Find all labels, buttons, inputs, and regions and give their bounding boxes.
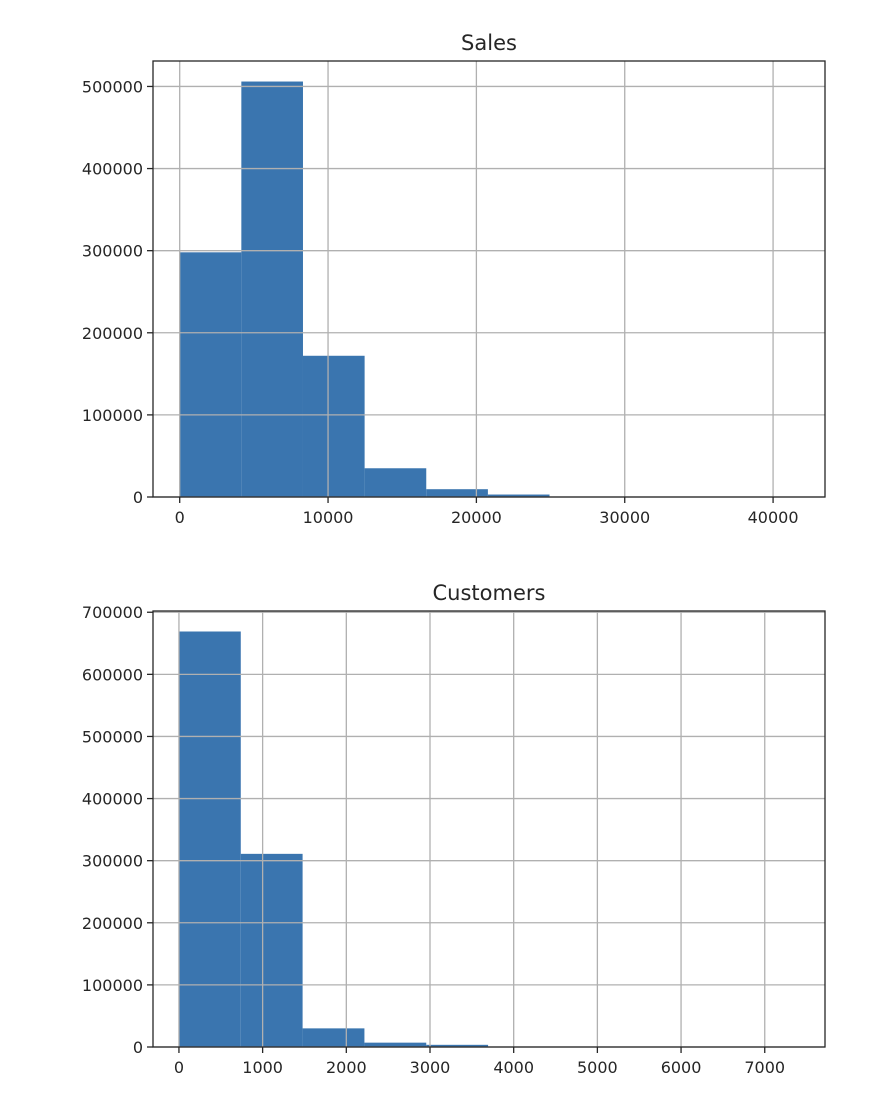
sales-bar-0 [179, 252, 242, 497]
customers-y-tick-label-2: 200000 [82, 914, 143, 933]
sales-y-tick-label-3: 300000 [82, 242, 143, 261]
customers-y-tick-label-0: 0 [133, 1038, 143, 1057]
customers-bar-4 [426, 1044, 489, 1047]
customers-histogram: 0 1000 2000 3000 4000 5000 6000 7000 0 100000 2000… [82, 581, 826, 1077]
customers-bar-0 [178, 631, 241, 1047]
sales-bar-2 [302, 355, 365, 497]
sales-y-axis: 0 100000 200000 300000 400000 500000 [82, 77, 153, 507]
sales-bar-1 [241, 81, 303, 497]
customers-y-axis: 0 100000 200000 300000 400000 500000 600000 700… [82, 603, 153, 1057]
customers-bar-1 [240, 853, 303, 1047]
sales-bar-4 [426, 489, 488, 497]
customers-bars [178, 631, 798, 1047]
sales-x-axis: 0 10000 20000 30000 40000 [175, 497, 799, 527]
customers-y-tick-label-1: 100000 [82, 976, 143, 995]
sales-y-tick-label-5: 500000 [82, 77, 143, 96]
customers-x-tick-label-4: 4000 [493, 1058, 534, 1077]
sales-x-tick-label-3: 30000 [599, 508, 650, 527]
sales-y-tick-label-4: 400000 [82, 160, 143, 179]
sales-bar-5 [487, 494, 550, 497]
customers-x-tick-label-6: 6000 [661, 1058, 702, 1077]
customers-y-tick-label-6: 600000 [82, 665, 143, 684]
customers-x-tick-label-0: 0 [174, 1058, 184, 1077]
customers-y-tick-label-5: 500000 [82, 727, 143, 746]
sales-y-tick-label-1: 100000 [82, 406, 143, 425]
sales-x-tick-label-2: 20000 [451, 508, 502, 527]
sales-bar-3 [364, 468, 427, 497]
customers-axes-frame [152, 610, 826, 1048]
sales-histogram: 0 10000 20000 30000 400000100000200000300000… [82, 31, 826, 527]
customers-y-tick-label-7: 700000 [82, 603, 143, 622]
sales-chart-title: Sales [461, 31, 517, 55]
sales-y-tick-label-2: 200000 [82, 324, 143, 343]
customers-x-tick-label-1: 1000 [242, 1058, 283, 1077]
sales-x-tick-label-0: 0 [175, 508, 185, 527]
customers-grid [153, 611, 825, 1048]
customers-chart-title: Customers [433, 581, 546, 605]
customers-x-tick-label-2: 2000 [326, 1058, 367, 1077]
customers-bar-2 [302, 1028, 365, 1047]
sales-x-tick-label-1: 10000 [303, 508, 354, 527]
customers-x-tick-label-3: 3000 [410, 1058, 451, 1077]
customers-y-tick-label-3: 300000 [82, 852, 143, 871]
customers-y-tick-label-4: 400000 [82, 790, 143, 809]
customers-bar-3 [364, 1042, 427, 1047]
sales-axes-frame [152, 60, 826, 498]
customers-x-tick-label-7: 7000 [744, 1058, 785, 1077]
sales-bars [179, 81, 797, 497]
sales-y-tick-label-0: 0 [133, 488, 143, 507]
sales-x-tick-label-4: 40000 [748, 508, 799, 527]
customers-x-axis: 0 1000 2000 3000 4000 5000 6000 7000 [174, 1047, 785, 1077]
customers-x-tick-label-5: 5000 [577, 1058, 618, 1077]
sales-grid [153, 61, 825, 498]
